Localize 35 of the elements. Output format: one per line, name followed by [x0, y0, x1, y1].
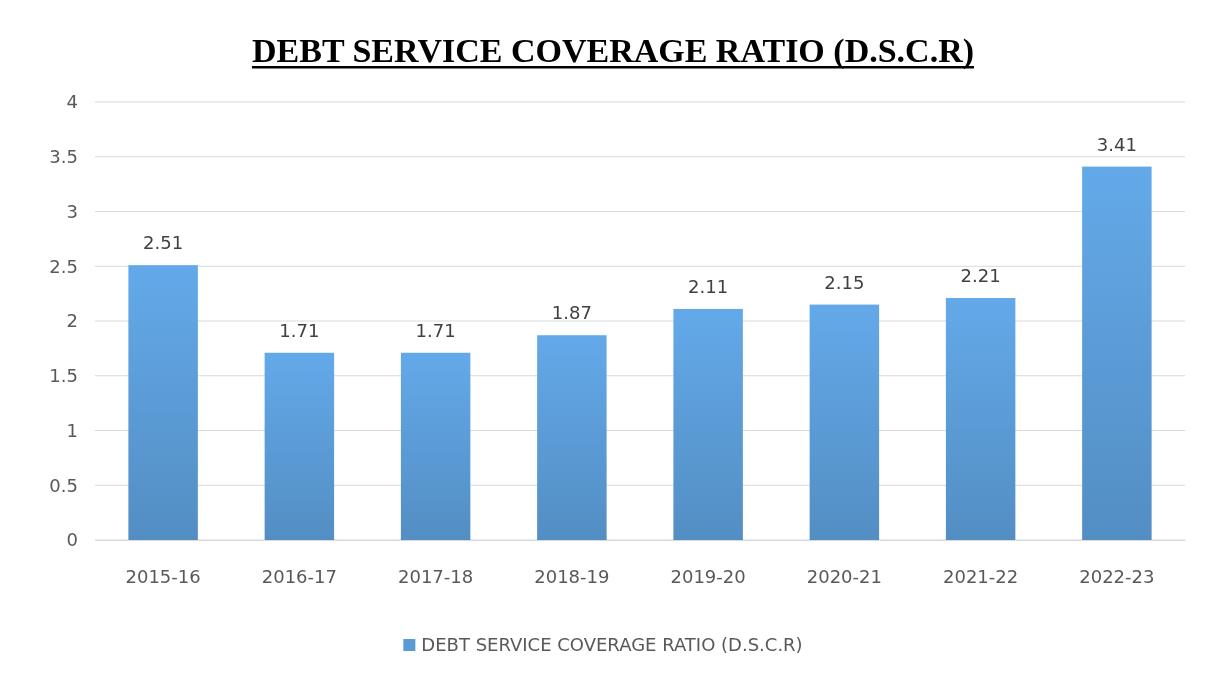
data-label: 1.71 [415, 319, 456, 341]
y-tick-label: 1.5 [49, 365, 78, 387]
y-tick-label: 1 [66, 419, 78, 441]
data-label: 2.51 [143, 232, 184, 254]
x-tick-label: 2019-20 [670, 565, 746, 587]
x-tick-label: 2020-21 [806, 565, 882, 587]
data-label: 2.11 [688, 275, 729, 297]
data-label: 1.71 [279, 319, 320, 341]
y-tick-label: 0 [66, 529, 78, 551]
bar [673, 308, 743, 540]
x-tick-label: 2017-18 [398, 565, 474, 587]
y-tick-label: 3.5 [49, 146, 78, 168]
y-tick-label: 2 [66, 310, 78, 332]
bar [400, 352, 471, 540]
data-label: 2.15 [824, 271, 865, 293]
y-tick-label: 2.5 [49, 255, 78, 277]
y-tick-label: 0.5 [49, 474, 78, 496]
y-tick-label: 3 [66, 200, 78, 222]
x-tick-label: 2021-22 [943, 565, 1019, 587]
x-tick-label: 2016-17 [261, 565, 337, 587]
data-label: 2.21 [960, 265, 1001, 287]
bar [809, 304, 880, 540]
data-label: 1.87 [551, 302, 592, 324]
bar [945, 298, 1016, 540]
data-label: 3.41 [1096, 133, 1137, 155]
bar [264, 352, 335, 540]
bar [537, 335, 607, 540]
x-tick-label: 2022-23 [1079, 565, 1155, 587]
bar [128, 265, 198, 540]
bar [1082, 166, 1152, 540]
x-tick-label: 2015-16 [125, 565, 201, 587]
x-tick-label: 2018-19 [534, 565, 610, 587]
y-tick-label: 4 [66, 91, 78, 113]
legend-label: DEBT SERVICE COVERAGE RATIO (D.S.C.R) [421, 634, 803, 655]
chart-title: DEBT SERVICE COVERAGE RATIO (D.S.C.R) [251, 32, 975, 70]
